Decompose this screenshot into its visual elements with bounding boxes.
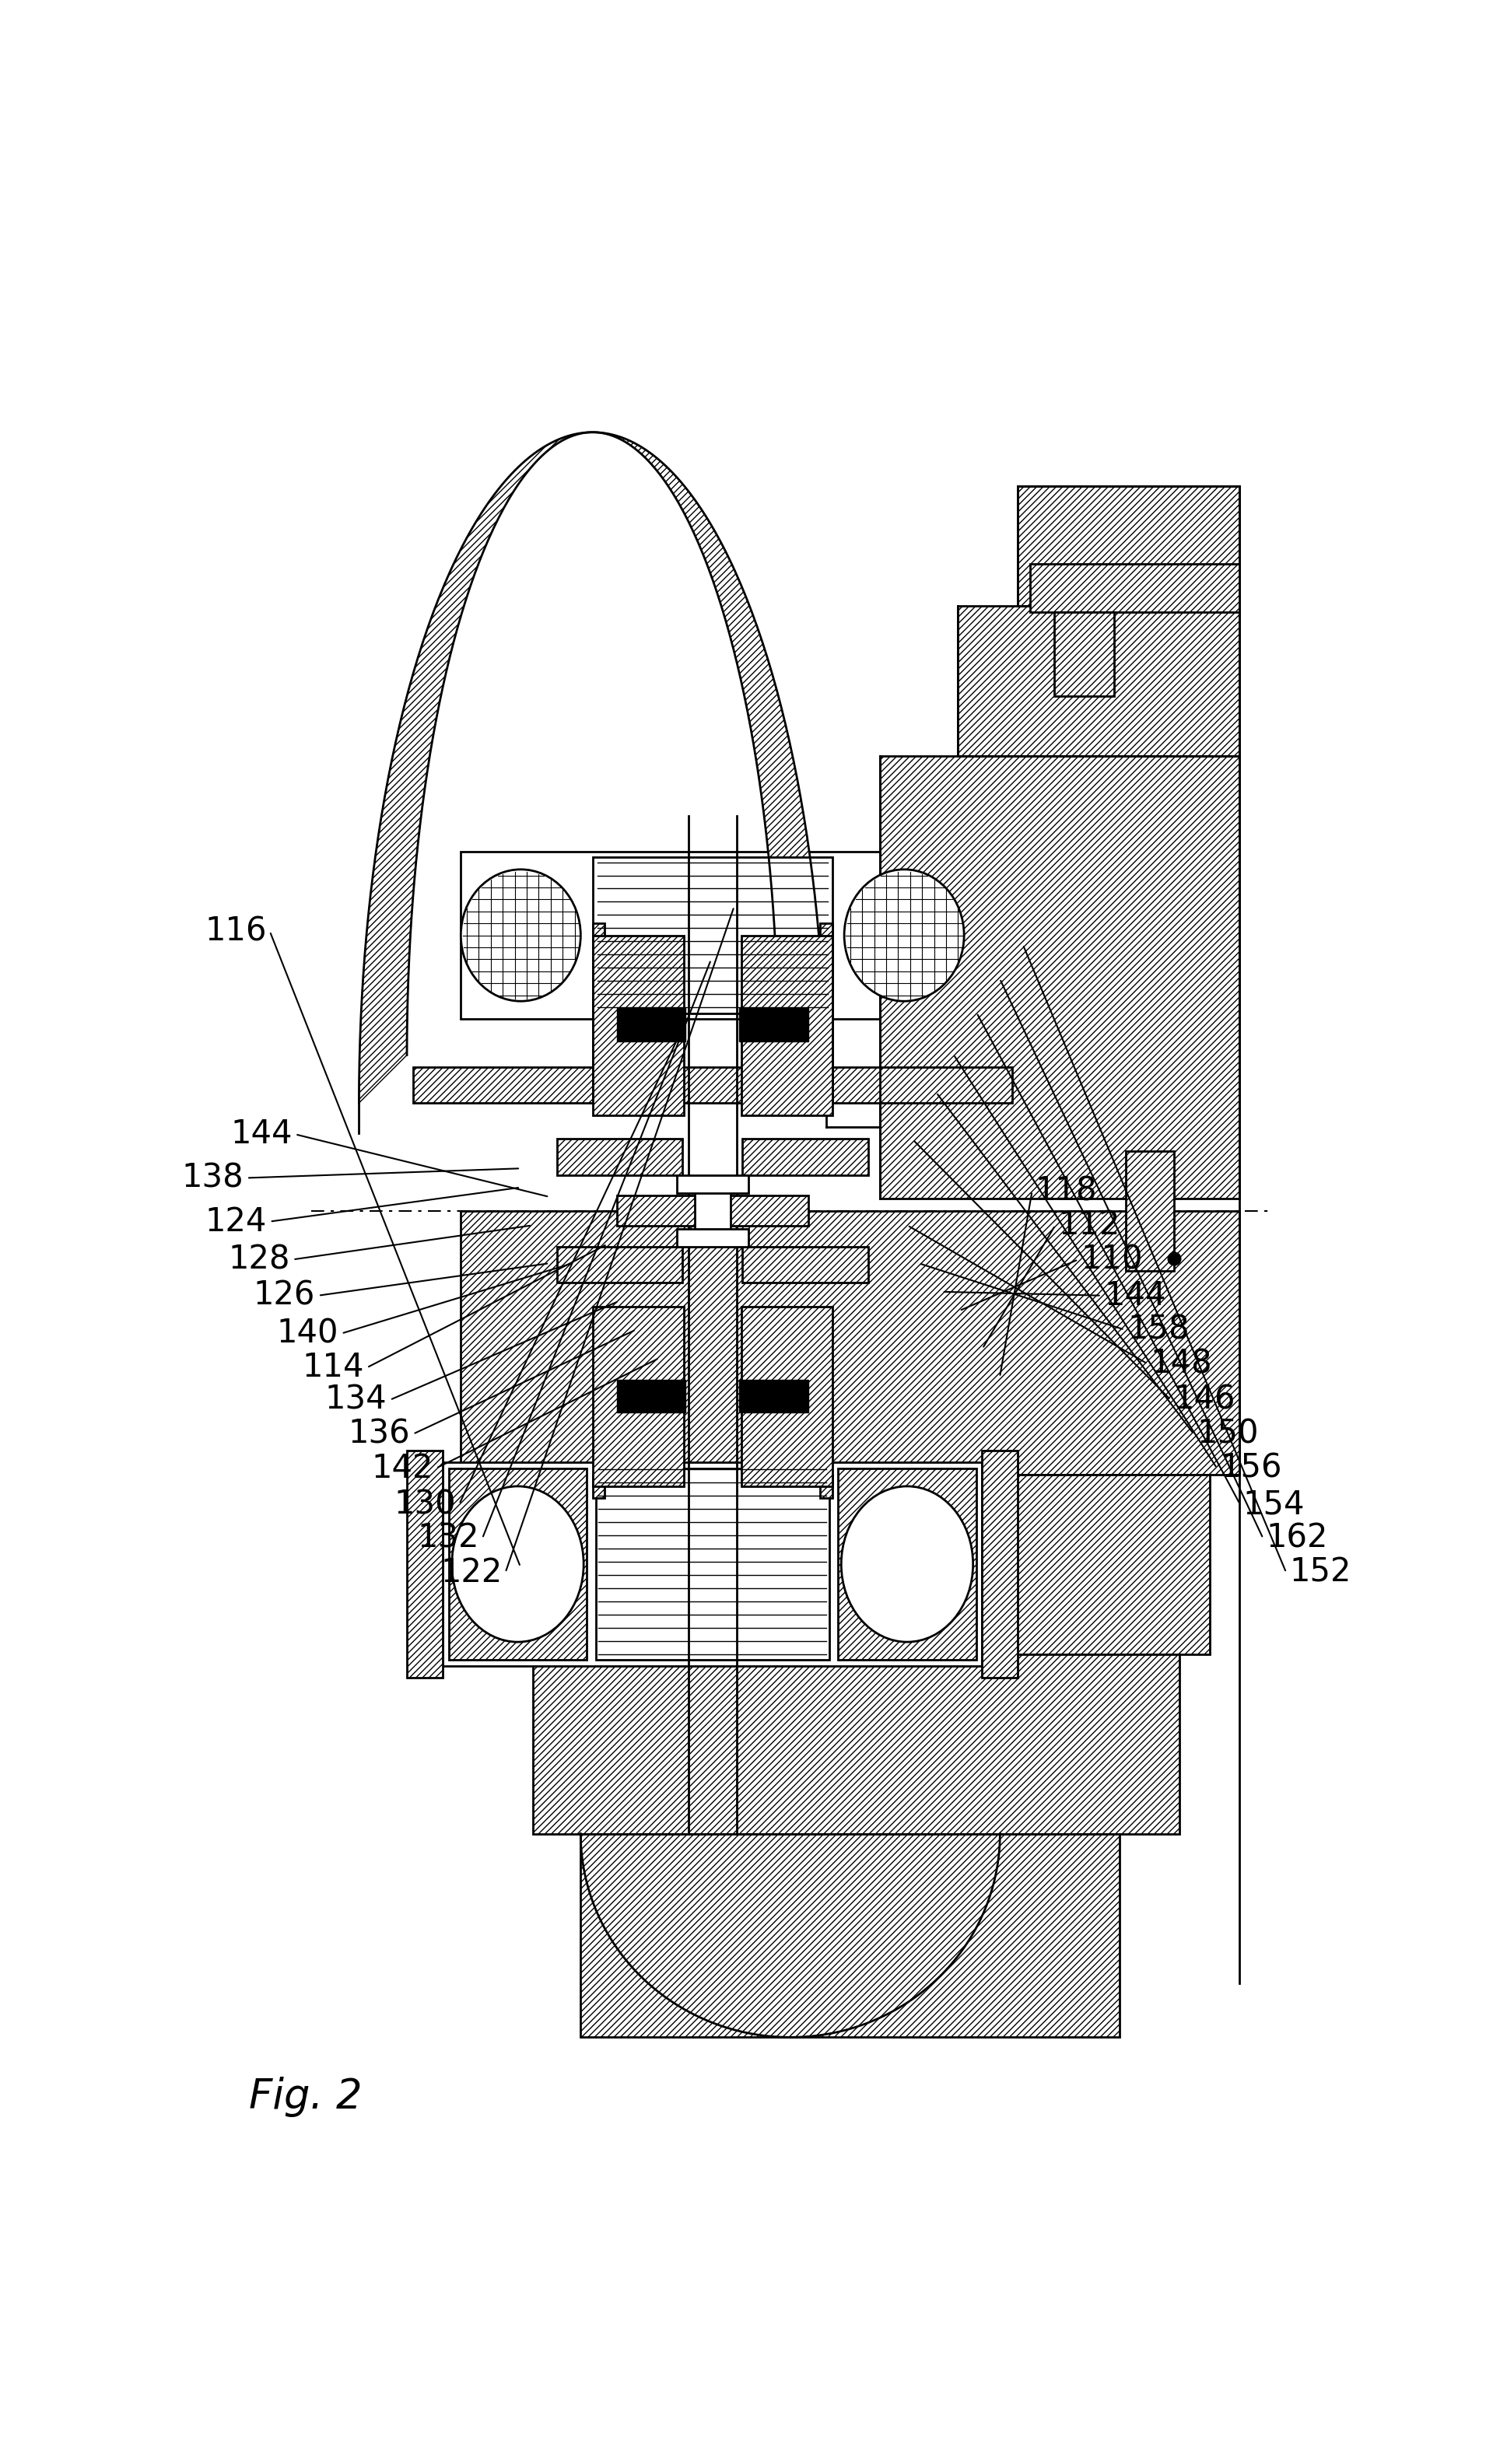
Text: 134: 134 [326,1385,387,1417]
Text: 122: 122 [441,1557,503,1589]
Text: 140: 140 [276,1318,339,1350]
Polygon shape [532,1653,1179,1833]
Bar [592,857,833,1013]
Bar [616,1195,808,1225]
Text: 152: 152 [1288,1557,1352,1589]
Text: 138: 138 [182,1161,243,1195]
Text: 118: 118 [1035,1175,1096,1207]
Polygon shape [880,756,1239,1200]
Polygon shape [358,431,826,1104]
Text: 128: 128 [228,1244,290,1276]
Text: 124: 124 [206,1205,267,1237]
Polygon shape [592,1306,684,1486]
Bar [740,1380,808,1412]
Text: 116: 116 [206,914,267,949]
Bar [1030,564,1239,611]
Text: 132: 132 [417,1523,480,1555]
Text: 148: 148 [1150,1348,1212,1380]
Text: 114: 114 [302,1350,364,1385]
Text: 144: 144 [231,1119,292,1151]
Polygon shape [1126,1151,1173,1271]
Text: 112: 112 [1058,1210,1120,1242]
Polygon shape [592,1473,604,1498]
Text: 136: 136 [348,1417,410,1451]
Text: 150: 150 [1197,1417,1258,1451]
Polygon shape [580,1833,1120,2038]
Bar [413,1067,1013,1104]
Bar [616,1008,686,1042]
Bar [839,1469,977,1661]
Polygon shape [741,936,833,1114]
Text: 162: 162 [1266,1523,1328,1555]
Polygon shape [820,924,832,1104]
Text: 110: 110 [1082,1244,1143,1276]
Bar [556,1247,682,1284]
Polygon shape [1019,485,1239,606]
Bar [694,1188,730,1234]
Text: Fig. 2: Fig. 2 [249,2077,362,2117]
Text: 126: 126 [254,1279,315,1311]
Bar [676,1175,748,1193]
Text: 144: 144 [1104,1279,1166,1311]
Polygon shape [958,606,1239,756]
Bar [1054,611,1115,695]
Ellipse shape [452,1486,584,1641]
Polygon shape [820,1473,832,1498]
Polygon shape [407,1451,442,1678]
Text: 158: 158 [1128,1313,1190,1345]
Bar [556,1138,682,1175]
Bar [742,1138,868,1175]
Polygon shape [592,936,684,1114]
Text: 130: 130 [394,1488,456,1520]
Ellipse shape [842,1486,974,1641]
Bar [616,1380,686,1412]
Text: 154: 154 [1244,1488,1305,1520]
Ellipse shape [844,870,965,1000]
Bar [676,1230,748,1247]
Polygon shape [592,924,604,1104]
Polygon shape [983,1451,1019,1678]
Polygon shape [490,1473,1209,1653]
Bar [448,1469,587,1661]
Text: 146: 146 [1173,1385,1236,1417]
Bar [742,1247,868,1284]
Text: 142: 142 [372,1451,434,1483]
Ellipse shape [460,870,580,1000]
Bar [460,853,964,1020]
Text: 156: 156 [1220,1451,1281,1483]
Bar [442,1461,983,1666]
Polygon shape [460,1210,1239,1473]
Bar [596,1469,830,1661]
Polygon shape [741,1306,833,1486]
Bar [740,1008,808,1042]
